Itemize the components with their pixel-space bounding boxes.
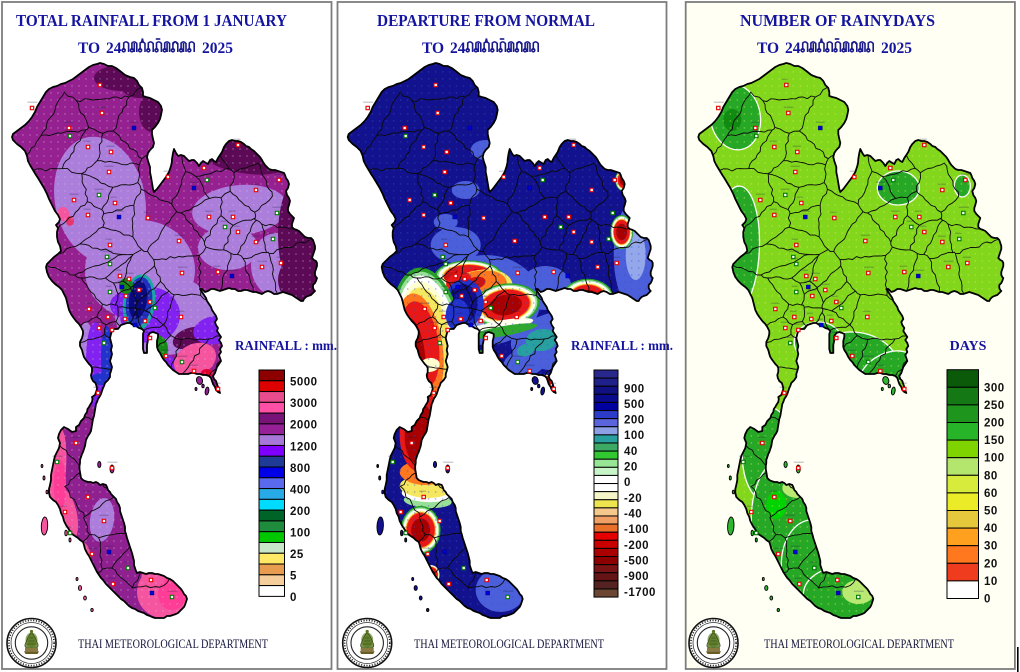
svg-text:-40: -40 <box>624 509 642 521</box>
svg-text:250: 250 <box>984 400 1005 412</box>
svg-text:2025: 2025 <box>881 40 912 57</box>
svg-text:500: 500 <box>624 399 645 411</box>
svg-text:24: 24 <box>106 40 122 57</box>
svg-text:DAYS: DAYS <box>950 339 987 354</box>
svg-text:200: 200 <box>984 418 1005 430</box>
svg-text:-100: -100 <box>624 524 649 536</box>
svg-text:10: 10 <box>984 576 998 588</box>
svg-text:-1700: -1700 <box>624 587 656 599</box>
svg-text:100: 100 <box>290 528 311 540</box>
svg-text:50: 50 <box>984 506 998 518</box>
svg-text:-20: -20 <box>624 493 642 505</box>
svg-text:30: 30 <box>984 541 998 553</box>
svg-text:200: 200 <box>290 506 311 518</box>
svg-text:40: 40 <box>984 523 998 535</box>
svg-text:THAI METEOROLOGICAL DEPARTMENT: THAI METEOROLOGICAL DEPARTMENT <box>78 637 268 651</box>
svg-text:RAINFALL : mm.: RAINFALL : mm. <box>235 338 337 353</box>
svg-text:100: 100 <box>984 453 1005 465</box>
svg-text:900: 900 <box>624 383 645 395</box>
svg-text:80: 80 <box>984 470 998 482</box>
svg-text:TOTAL RAINFALL FROM 1 JANUARY: TOTAL RAINFALL FROM 1 JANUARY <box>16 11 287 30</box>
svg-text:-200: -200 <box>624 540 649 552</box>
svg-text:2025: 2025 <box>202 40 233 57</box>
svg-text:0: 0 <box>984 594 991 606</box>
svg-text:THAI METEOROLOGICAL DEPARTMENT: THAI METEOROLOGICAL DEPARTMENT <box>414 637 604 651</box>
svg-text:NUMBER OF RAINYDAYS: NUMBER OF RAINYDAYS <box>740 11 935 30</box>
svg-text:40: 40 <box>624 446 638 458</box>
svg-text:TO: TO <box>422 40 444 57</box>
svg-text:0: 0 <box>290 592 297 604</box>
svg-text:150: 150 <box>984 435 1005 447</box>
svg-text:3000: 3000 <box>290 398 318 410</box>
svg-text:-500: -500 <box>624 556 649 568</box>
svg-text:100: 100 <box>624 430 645 442</box>
svg-text:60: 60 <box>984 488 998 500</box>
svg-text:24: 24 <box>785 40 801 57</box>
svg-text:24: 24 <box>450 40 466 57</box>
svg-text:200: 200 <box>624 415 645 427</box>
svg-text:TO: TO <box>757 40 779 57</box>
svg-text:0: 0 <box>624 477 631 489</box>
svg-text:400: 400 <box>290 484 311 496</box>
svg-text:5000: 5000 <box>290 377 318 389</box>
svg-text:20: 20 <box>624 462 638 474</box>
svg-text:25: 25 <box>290 549 304 561</box>
svg-text:DEPARTURE FROM NORMAL: DEPARTURE FROM NORMAL <box>377 11 595 30</box>
svg-text:TO: TO <box>78 40 100 57</box>
svg-text:-900: -900 <box>624 571 649 583</box>
svg-text:2000: 2000 <box>290 420 318 432</box>
svg-text:THAI METEOROLOGICAL DEPARTMENT: THAI METEOROLOGICAL DEPARTMENT <box>764 637 954 651</box>
svg-text:20: 20 <box>984 558 998 570</box>
svg-text:1200: 1200 <box>290 441 318 453</box>
svg-text:RAINFALL : mm.: RAINFALL : mm. <box>571 338 673 353</box>
svg-text:300: 300 <box>984 382 1005 394</box>
svg-text:800: 800 <box>290 463 311 475</box>
svg-text:5: 5 <box>290 571 297 583</box>
